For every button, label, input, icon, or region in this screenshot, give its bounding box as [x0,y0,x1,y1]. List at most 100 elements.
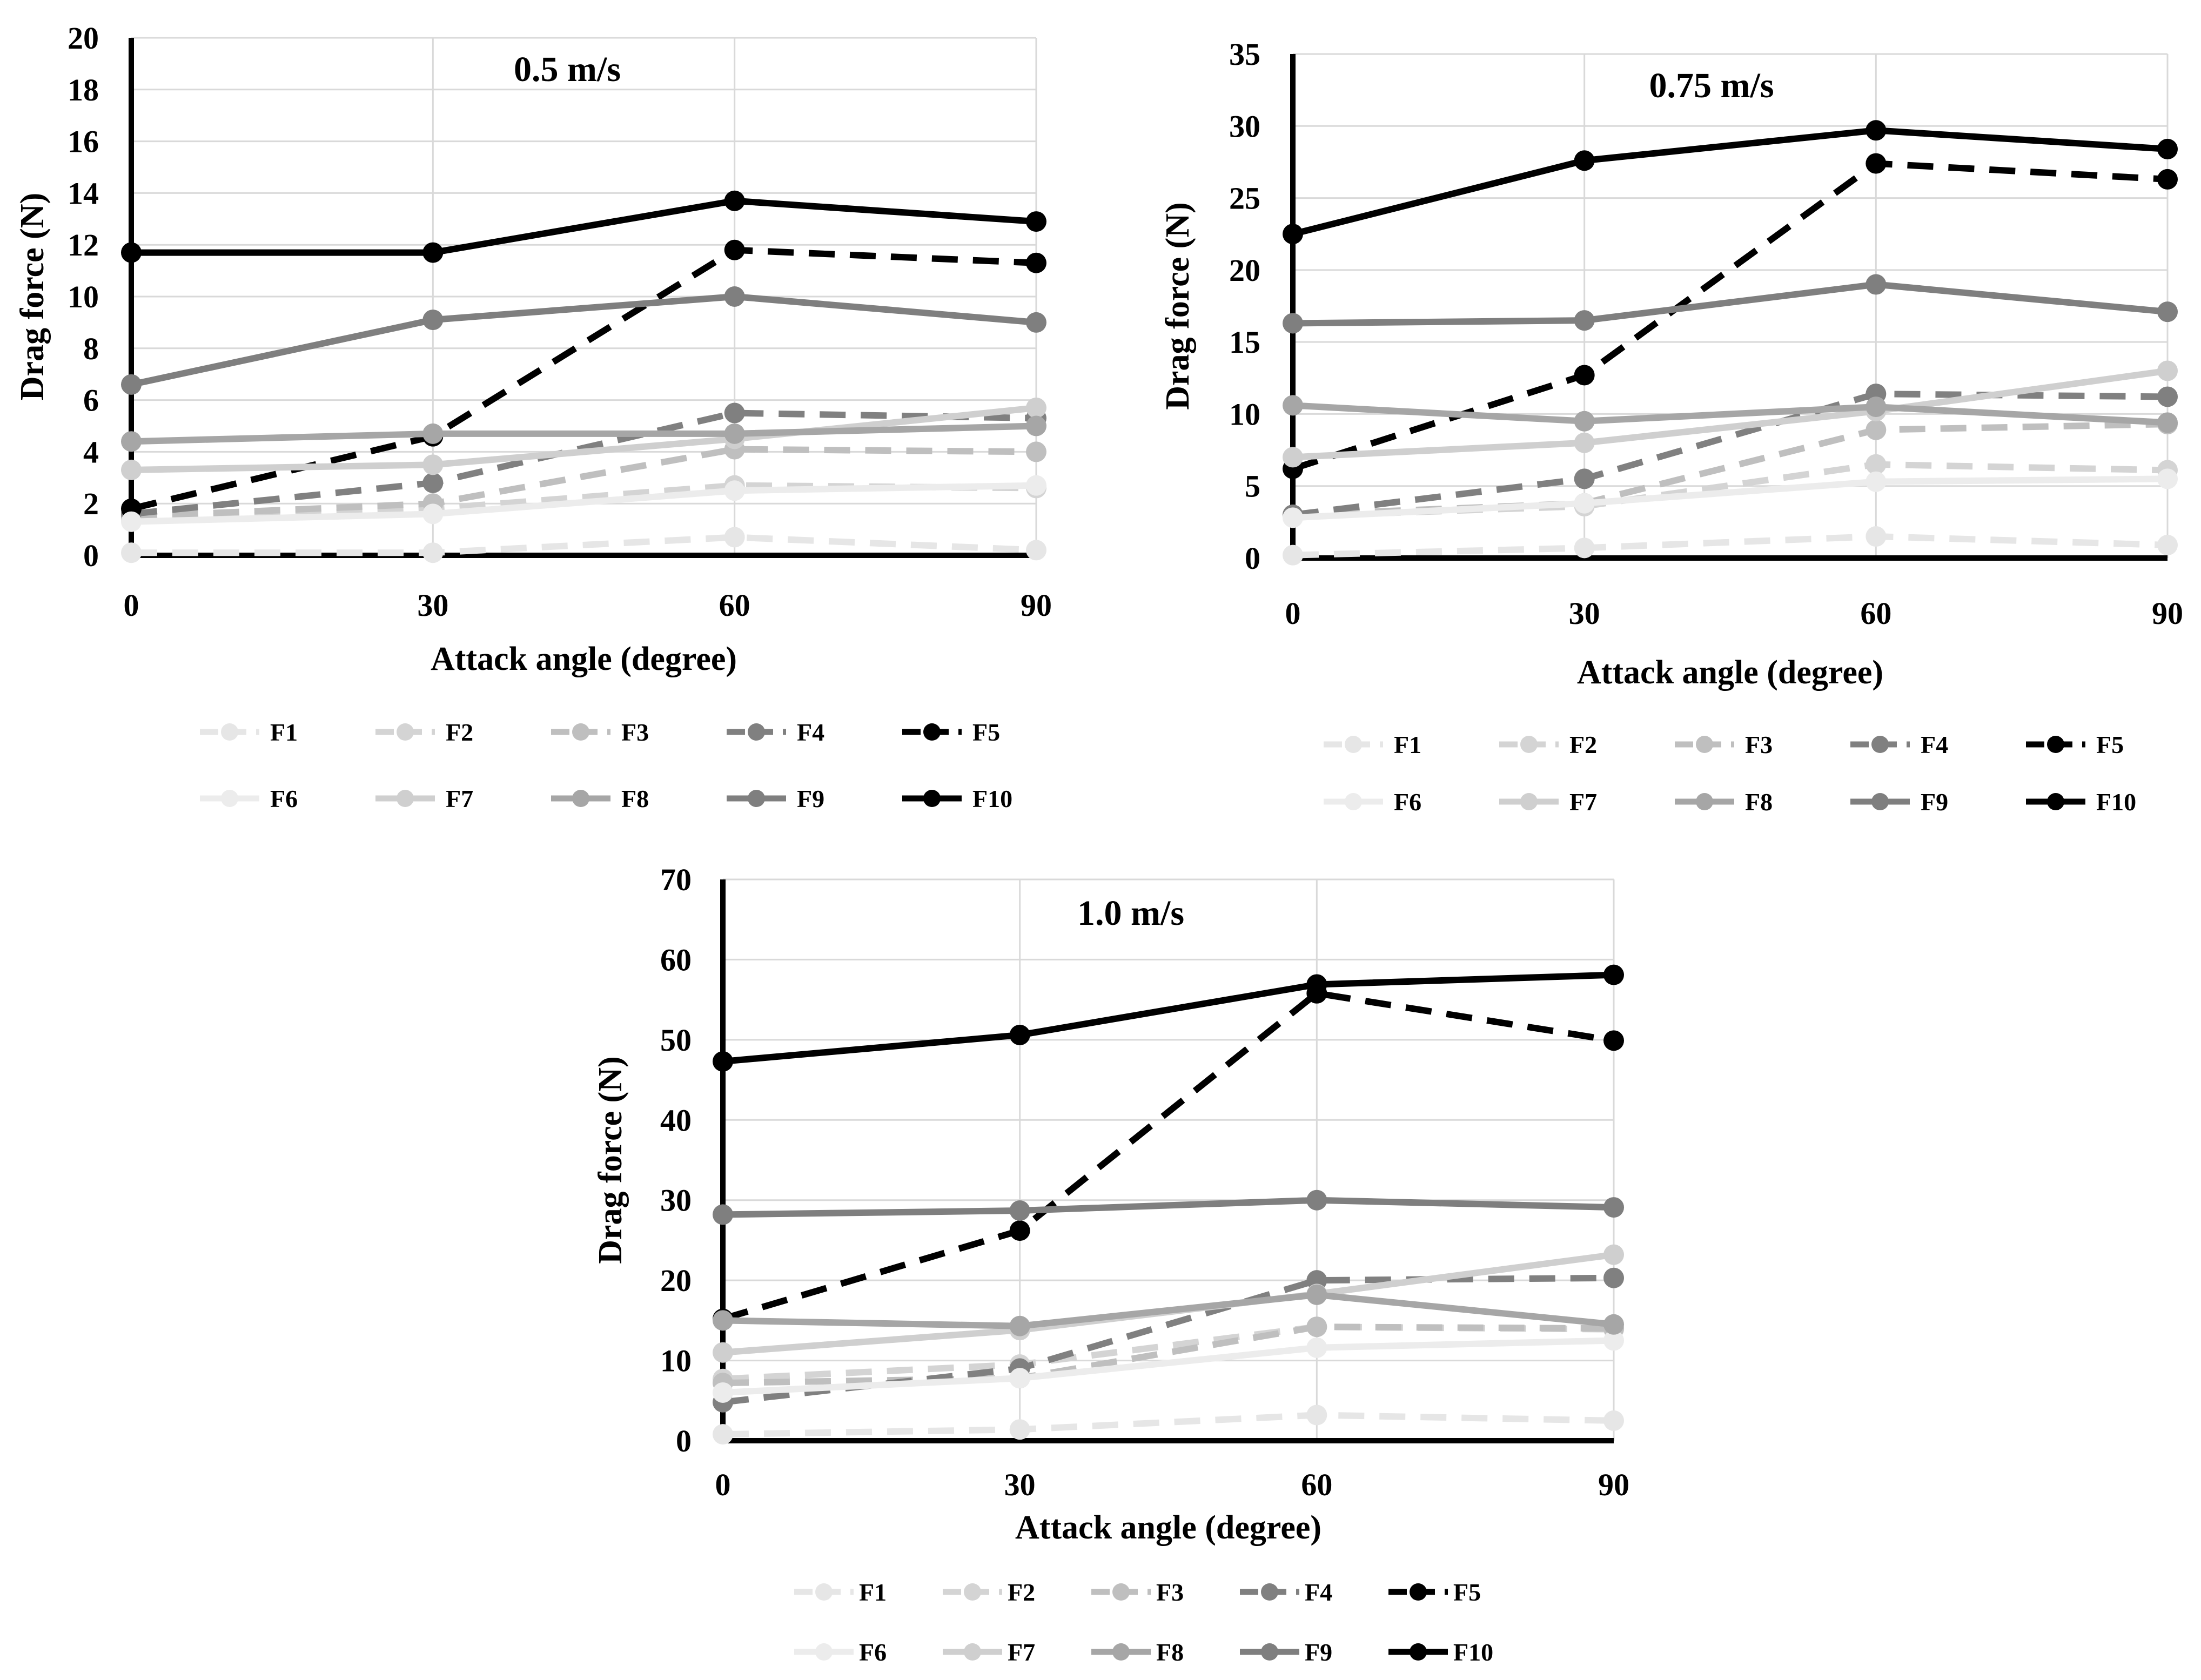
data-point-f10 [121,242,142,263]
y-tick-label: 5 [1245,469,1260,504]
x-tick-label: 60 [1860,596,1891,631]
data-point-f7 [121,459,142,480]
legend-swatch-marker [748,790,765,807]
y-tick-label: 2 [83,486,99,521]
x-axis-title: Attack angle (degree) [431,641,737,677]
x-tick-label: 90 [1598,1467,1629,1502]
legend-item-f1: F1 [1324,731,1421,758]
legend-item-f5: F5 [902,718,1000,746]
data-point-f9 [1283,313,1303,334]
x-tick-label: 30 [417,588,448,623]
series-line-f1 [131,534,1037,556]
data-point-f8 [1306,1284,1327,1305]
data-point-f9 [1306,1190,1327,1211]
series-line-f7 [131,405,1037,473]
y-tick-label: 35 [1229,37,1260,72]
x-tick-label: 0 [124,588,139,623]
legend-swatch-marker [2047,736,2064,753]
legend-swatch-marker [815,1643,833,1661]
y-tick-label: 60 [660,942,692,977]
series-line-f9 [130,293,1037,388]
series-f10 [1283,120,2178,245]
series-line-f6 [1292,475,2168,521]
legend-swatch-marker [1520,736,1538,753]
legend-swatch-marker [964,1643,981,1661]
legend-item-f9: F9 [1240,1638,1332,1666]
data-point-f6 [1866,471,1887,492]
data-point-f6 [713,1382,733,1403]
legend-label: F1 [1394,731,1421,758]
data-point-f10 [724,190,745,211]
data-point-f5 [1026,252,1046,273]
legend-swatch-marker [221,723,238,741]
data-point-f5 [2157,169,2178,190]
data-point-f10 [1283,224,1303,245]
series-line-f2 [722,1323,1614,1382]
data-point-f7 [1603,1244,1624,1265]
series-f8 [1283,395,2178,433]
legend-item-f10: F10 [902,785,1012,812]
legend-item-f6: F6 [200,785,298,812]
legend-label: F1 [859,1578,887,1606]
data-point-f5 [1009,1220,1030,1241]
legend: F1 F2 F3 F4 F5 F6 F7 F8 F9 F10 [200,718,1012,812]
legend-item-f8: F8 [551,785,649,812]
y-tick-label: 0 [1245,541,1260,576]
data-point-f7 [1574,432,1595,453]
legend-label: F5 [1453,1578,1481,1606]
legend-label: F6 [270,785,298,812]
data-point-f1 [1026,540,1046,561]
y-axis-title: Drag force (N) [1159,202,1196,409]
series-f7 [1283,360,2178,468]
y-tick-label: 10 [1229,397,1260,432]
data-point-f7 [1283,447,1303,468]
legend-label: F9 [1305,1638,1332,1666]
legend-item-f1: F1 [200,718,298,746]
series-line-f7 [722,1251,1614,1356]
data-point-f4 [1574,468,1595,489]
series-f1 [121,527,1046,563]
y-tick-label: 40 [660,1103,692,1138]
data-point-f10 [1603,964,1624,985]
legend-item-f7: F7 [943,1638,1035,1666]
series-line-f7 [1292,367,2168,461]
data-point-f4 [724,402,745,424]
series-line-f4 [131,409,1037,518]
series-line-f8 [1292,402,2168,426]
x-tick-label: 90 [1021,588,1052,623]
x-tick-label: 30 [1004,1467,1036,1502]
series-f1 [1283,526,2178,566]
legend-swatch-marker [1112,1583,1130,1601]
data-point-f9 [724,286,745,307]
data-point-f6 [1603,1330,1624,1351]
legend-item-f7: F7 [375,785,473,812]
data-point-f8 [422,423,444,444]
data-point-f10 [1866,120,1887,141]
legend-label: F7 [1569,788,1597,816]
legend-item-f2: F2 [943,1578,1035,1606]
series-f10 [121,190,1046,263]
legend-label: F7 [1008,1638,1035,1666]
series-f7 [121,397,1046,480]
legend-swatch-marker [748,723,765,741]
legend-item-f8: F8 [1675,788,1773,816]
legend-item-f9: F9 [727,785,824,812]
legend-label: F3 [1745,731,1773,758]
legend-item-f5: F5 [2026,731,2124,758]
legend-item-f7: F7 [1499,788,1597,816]
legend: F1 F2 F3 F4 F5 F6 F7 F8 F9 F10 [794,1578,1493,1666]
y-tick-label: 12 [68,227,99,263]
data-point-f6 [724,480,745,501]
data-point-f6 [1574,493,1595,514]
legend-label: F3 [1156,1578,1184,1606]
series-f8 [713,1284,1624,1336]
data-point-f6 [1009,1368,1030,1389]
data-point-f10 [1009,1024,1030,1045]
data-point-f10 [713,1051,733,1072]
data-point-f6 [422,503,444,525]
data-point-f7 [1026,397,1046,418]
y-tick-label: 15 [1229,325,1260,360]
legend-swatch-marker [1345,736,1362,753]
y-tick-label: 18 [68,72,99,107]
